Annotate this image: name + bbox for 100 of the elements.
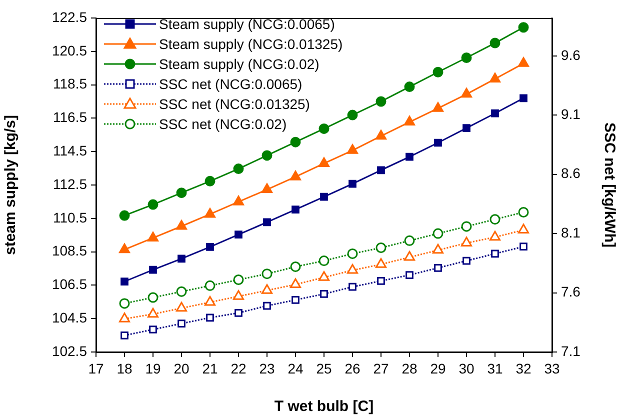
- point: [434, 138, 442, 147]
- point: [232, 196, 244, 206]
- point: [432, 244, 444, 254]
- point: [149, 266, 157, 274]
- x-tick-label: 29: [430, 360, 446, 376]
- point: [375, 130, 387, 140]
- point: [491, 109, 499, 118]
- y2-tick-label: 7.1: [561, 342, 581, 359]
- point: [432, 102, 444, 112]
- point: [147, 232, 159, 242]
- point: [348, 180, 356, 188]
- point: [176, 302, 188, 312]
- point: [347, 110, 358, 120]
- point: [406, 152, 414, 161]
- point: [406, 271, 414, 279]
- point: [263, 302, 271, 310]
- y-axis-title: steam supply [kg/s]: [2, 114, 20, 256]
- legend-label: SSC net (NCG:0.02): [159, 115, 287, 134]
- point: [462, 124, 470, 132]
- point: [120, 331, 128, 340]
- y-tick-label: 106.5: [52, 276, 88, 292]
- point: [233, 274, 244, 285]
- point: [348, 282, 356, 291]
- point: [149, 326, 157, 334]
- y2-tick-label: 8.6: [561, 165, 581, 182]
- y-tick-label: 112.5: [53, 176, 88, 192]
- point: [490, 214, 500, 225]
- point: [346, 264, 358, 274]
- point: [520, 242, 528, 251]
- legend-label: SSC net (NCG:0.0065): [159, 75, 302, 94]
- y-tick-label: 110.5: [53, 209, 88, 226]
- point: [489, 230, 501, 241]
- point: [148, 292, 158, 303]
- x-tick-label: 31: [487, 360, 503, 376]
- point: [234, 230, 242, 239]
- point: [262, 150, 272, 161]
- point: [432, 228, 444, 239]
- y2-tick-label: 8.1: [561, 224, 581, 240]
- x-tick-label: 19: [145, 360, 161, 376]
- point: [176, 286, 187, 297]
- point: [292, 206, 300, 214]
- point: [262, 268, 272, 280]
- point: [491, 250, 499, 258]
- point: [204, 280, 216, 291]
- y-tick-label: 118.5: [53, 76, 88, 92]
- point: [204, 296, 216, 306]
- point: [120, 278, 128, 286]
- point: [178, 320, 186, 328]
- point: [290, 170, 302, 180]
- point: [490, 38, 500, 48]
- point: [318, 123, 330, 134]
- x-tick-label: 26: [344, 360, 360, 376]
- point: [119, 210, 130, 221]
- legend-label: Steam supply (NCG:0.02): [159, 55, 320, 74]
- point: [118, 312, 130, 322]
- point: [261, 284, 273, 294]
- point: [206, 243, 214, 251]
- point: [376, 96, 386, 107]
- point: [233, 164, 244, 174]
- point: [489, 72, 501, 82]
- point: [318, 256, 330, 266]
- point: [261, 183, 273, 194]
- point: [404, 82, 415, 92]
- point: [119, 298, 130, 309]
- point: [404, 251, 416, 261]
- x-tick-label: 20: [174, 360, 190, 376]
- y-tick-label: 114.5: [53, 142, 88, 158]
- point: [178, 254, 186, 263]
- x-tick-label: 27: [373, 360, 389, 376]
- y-tick-label: 104.5: [52, 309, 88, 326]
- y2-tick-label: 9.1: [561, 106, 581, 122]
- point: [148, 199, 158, 210]
- x-tick-label: 30: [458, 360, 474, 376]
- point: [377, 277, 385, 285]
- point: [518, 224, 530, 234]
- point: [290, 278, 302, 288]
- point: [347, 248, 358, 259]
- point: [404, 116, 416, 126]
- point: [318, 271, 330, 281]
- point: [263, 218, 271, 226]
- point: [518, 57, 530, 67]
- y-tick-label: 122.5: [52, 8, 88, 25]
- point: [461, 221, 472, 232]
- point: [377, 166, 385, 174]
- x-tick-label: 28: [402, 360, 418, 376]
- legend-label: Steam supply (NCG:0.01325): [159, 35, 343, 54]
- x-tick-label: 24: [288, 360, 304, 376]
- x-tick-label: 17: [88, 360, 104, 376]
- point: [320, 290, 328, 298]
- x-axis-title: T wet bulb [C]: [274, 398, 374, 416]
- y-tick-label: 102.5: [52, 342, 88, 359]
- x-tick-label: 33: [544, 360, 560, 376]
- point: [404, 235, 415, 246]
- point: [520, 94, 528, 102]
- point: [176, 188, 187, 198]
- point: [292, 296, 300, 304]
- y2-tick-label: 7.6: [561, 284, 581, 300]
- point: [118, 243, 130, 254]
- point: [320, 192, 328, 201]
- point: [204, 176, 216, 186]
